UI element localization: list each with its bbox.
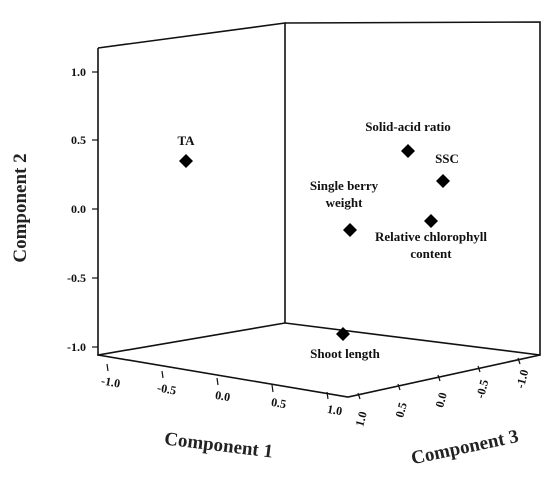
component1-tick xyxy=(216,377,219,386)
component1-tick xyxy=(271,384,274,393)
back-wall-frame xyxy=(97,22,286,323)
plot-box xyxy=(97,21,541,398)
data-point xyxy=(436,174,450,188)
component3-tick xyxy=(397,383,401,391)
component1-tick-label: 0.0 xyxy=(214,388,231,404)
component3-tick xyxy=(357,392,361,400)
component3-axis-title: Component 3 xyxy=(409,426,520,469)
component3-tick xyxy=(437,374,441,382)
component2-ticks: 1.0 0.5 0.0 -0.5 -1.0 xyxy=(67,65,98,354)
component2-tick-label: 1.0 xyxy=(71,65,86,79)
component3-tick-label: -0.5 xyxy=(473,378,491,400)
component2-tick-label: -1.0 xyxy=(67,340,86,354)
data-points: TA Solid-acid ratio SSC Single berry weight R… xyxy=(177,119,487,361)
component3-tick xyxy=(477,365,481,373)
component1-tick xyxy=(326,391,329,400)
component1-tick-label: 0.5 xyxy=(270,395,287,411)
data-point xyxy=(401,144,415,158)
component3-tick-label: 1.0 xyxy=(352,410,369,428)
component3-ticks: 1.0 0.5 0.0 -0.5 -1.0 xyxy=(352,357,531,428)
floor-front-frame xyxy=(97,354,541,398)
data-point xyxy=(424,214,438,228)
component3-tick xyxy=(517,357,521,365)
data-point xyxy=(343,223,357,237)
left-wall-frame xyxy=(97,48,286,356)
component1-tick xyxy=(106,363,109,372)
data-point xyxy=(179,154,193,168)
component2-tick-label: -0.5 xyxy=(67,271,86,285)
component3-tick-label: 0.5 xyxy=(392,401,409,419)
component2-axis-title: Component 2 xyxy=(10,153,31,262)
data-point-label: TA xyxy=(177,133,195,148)
component1-tick-label: -0.5 xyxy=(156,381,177,398)
component1-ticks: -1.0 -0.5 0.0 0.5 1.0 xyxy=(100,363,343,418)
data-point-label: SSC xyxy=(435,151,459,166)
component1-tick xyxy=(161,370,164,379)
data-point xyxy=(336,327,350,341)
data-point-label: Solid-acid ratio xyxy=(365,119,451,134)
data-point-label: Shoot length xyxy=(310,346,380,361)
right-wall-frame xyxy=(284,21,541,356)
component1-axis-title: Component 1 xyxy=(163,428,274,462)
component3-tick-label: -1.0 xyxy=(513,368,531,390)
component1-tick-label: -1.0 xyxy=(100,374,121,391)
component2-tick-label: 0.5 xyxy=(71,133,86,147)
component2-tick-label: 0.0 xyxy=(71,202,86,216)
component3-tick-label: 0.0 xyxy=(432,391,449,409)
data-point-label: Single berry weight xyxy=(310,178,379,210)
component1-tick-label: 1.0 xyxy=(326,402,343,418)
data-point-label: Relative chlorophyll content xyxy=(375,229,487,261)
